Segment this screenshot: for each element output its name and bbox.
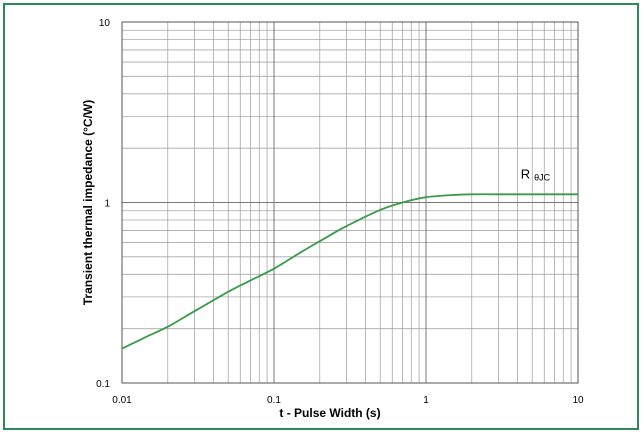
x-axis-title: t - Pulse Width (s): [279, 406, 380, 420]
chart-frame: [3, 3, 639, 430]
y-tick-label: 10: [99, 18, 111, 29]
y-tick-labels: 0.1 1 10: [96, 18, 110, 390]
x-tick-labels: 0.01 0.1 1 10: [112, 395, 584, 406]
x-tick-label: 0.1: [267, 395, 281, 406]
y-tick-label: 1: [104, 199, 110, 210]
x-tick-label: 10: [572, 395, 584, 406]
x-tick-label: 0.01: [112, 395, 132, 406]
series-line: [121, 193, 578, 350]
y-axis-title: Transient thermal impedance (°C/W): [81, 100, 95, 306]
x-tick-label: 1: [423, 395, 429, 406]
annotation-subscript: θJC: [534, 172, 551, 182]
y-tick-label: 0.1: [96, 379, 110, 390]
plot-area: [121, 21, 579, 384]
annotation-r: R: [521, 166, 530, 181]
